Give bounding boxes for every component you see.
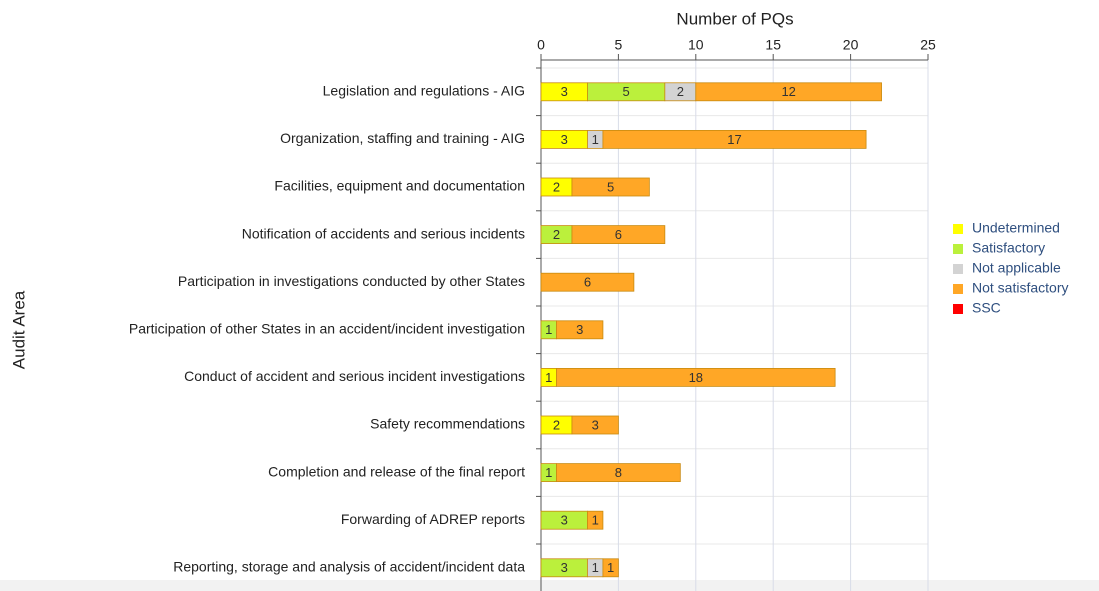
value-label: 3 <box>561 132 568 147</box>
x-tick-label: 0 <box>537 37 545 53</box>
value-label: 1 <box>592 560 599 575</box>
value-label: 1 <box>545 465 552 480</box>
y-tick-label: Completion and release of the final repo… <box>268 463 525 479</box>
bar-segment <box>695 82 882 102</box>
value-label: 18 <box>689 370 703 385</box>
y-tick-label: Legislation and regulations - AIG <box>323 83 525 99</box>
y-tick-label: Participation in investigations conducte… <box>178 273 525 289</box>
value-label: 1 <box>592 513 599 528</box>
legend-swatch <box>953 224 963 234</box>
chart-title: Number of PQs <box>676 9 793 28</box>
legend-label: SSC <box>972 300 1001 316</box>
y-tick-label: Facilities, equipment and documentation <box>274 178 525 194</box>
x-tick-label: 20 <box>843 37 859 53</box>
value-label: 17 <box>727 132 741 147</box>
value-label: 1 <box>545 322 552 337</box>
legend-swatch <box>953 264 963 274</box>
bar-segment <box>571 415 619 435</box>
bar-segment <box>556 463 681 483</box>
value-label: 3 <box>576 322 583 337</box>
legend-swatch <box>953 244 963 254</box>
x-tick-label: 15 <box>765 37 781 53</box>
legend-label: Not applicable <box>972 260 1061 276</box>
value-label: 3 <box>561 84 568 99</box>
value-label: 6 <box>584 275 591 290</box>
value-label: 5 <box>607 179 614 194</box>
y-tick-label: Conduct of accident and serious incident… <box>184 368 525 384</box>
bar-segment <box>571 177 650 197</box>
y-tick-label: Forwarding of ADREP reports <box>341 511 525 527</box>
value-label: 1 <box>607 560 614 575</box>
value-label: 6 <box>615 227 622 242</box>
bar-segment <box>602 129 867 149</box>
x-tick-label: 10 <box>688 37 704 53</box>
y-axis-label: Audit Area <box>9 290 28 369</box>
legend-swatch <box>953 284 963 294</box>
value-label: 2 <box>553 227 560 242</box>
y-tick-label: Safety recommendations <box>370 416 525 432</box>
bar-segment <box>587 510 604 530</box>
bar-segment <box>556 320 604 340</box>
bar-segment <box>540 272 635 292</box>
y-tick-label: Organization, staffing and training - AI… <box>280 130 525 146</box>
bar-segment <box>556 367 836 387</box>
bar-segment <box>571 225 666 245</box>
value-label: 3 <box>592 417 599 432</box>
x-tick-label: 25 <box>920 37 936 53</box>
legend-swatch <box>953 304 963 314</box>
y-tick-label: Participation of other States in an acci… <box>129 321 525 337</box>
y-tick-label: Notification of accidents and serious in… <box>242 225 525 241</box>
bar-segment <box>602 558 619 578</box>
value-label: 2 <box>553 417 560 432</box>
value-label: 3 <box>561 560 568 575</box>
value-label: 1 <box>545 370 552 385</box>
value-label: 12 <box>781 84 795 99</box>
value-label: 8 <box>615 465 622 480</box>
x-tick-label: 5 <box>615 37 623 53</box>
value-label: 2 <box>677 84 684 99</box>
value-label: 5 <box>623 84 630 99</box>
value-label: 2 <box>553 179 560 194</box>
y-tick-label: Reporting, storage and analysis of accid… <box>173 559 525 575</box>
value-label: 1 <box>592 132 599 147</box>
value-label: 3 <box>561 513 568 528</box>
legend-label: Not satisfactory <box>972 280 1068 296</box>
legend-label: Undetermined <box>972 220 1060 236</box>
legend-label: Satisfactory <box>972 240 1045 256</box>
plot-background <box>0 580 1099 591</box>
